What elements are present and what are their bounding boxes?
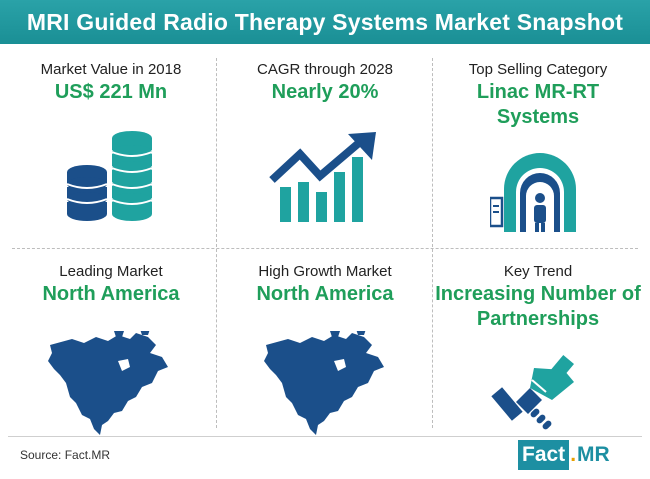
cell-value: North America — [42, 283, 180, 305]
cell-top-category: Top Selling Category Linac MR-RT Systems — [432, 60, 644, 130]
divider-horizontal — [12, 248, 638, 249]
divider-vertical-1 — [216, 58, 217, 428]
cell-key-trend: Key Trend Increasing Number of Partnersh… — [432, 262, 644, 332]
cell-value: North America — [256, 283, 394, 305]
cell-value-line-2: Partnerships — [476, 308, 600, 330]
cell-cagr: CAGR through 2028 Nearly 20% — [219, 60, 431, 105]
cell-value-line-1: Increasing Number of — [435, 283, 641, 305]
source-note: Source: Fact.MR — [20, 448, 111, 462]
cell-leading-market: Leading Market North America — [5, 262, 217, 307]
title-banner — [0, 0, 650, 44]
mri-scanner-icon — [490, 153, 576, 232]
logo-text-fact: Fact — [518, 440, 570, 470]
cell-value: US$ 221 Mn — [54, 81, 168, 103]
cell-label: CAGR through 2028 — [257, 61, 393, 78]
factmr-logo: Fact . MR — [518, 440, 610, 470]
cell-label: Leading Market — [59, 263, 163, 280]
divider-vertical-2 — [432, 58, 433, 428]
north-america-map-icon — [48, 331, 168, 435]
cell-value-line-1: Linac MR-RT — [476, 81, 600, 103]
footer-rule — [8, 436, 642, 437]
north-america-map-icon — [264, 331, 384, 435]
growth-chart-icon — [269, 132, 376, 222]
handshake-icon — [491, 355, 575, 430]
cell-label: Market Value in 2018 — [40, 61, 182, 78]
cell-high-growth-market: High Growth Market North America — [219, 262, 431, 307]
snapshot-grid: Market Value in 2018 US$ 221 Mn — [0, 48, 650, 435]
cell-value: Nearly 20% — [271, 81, 379, 103]
cell-label: Key Trend — [503, 263, 573, 280]
cell-label: High Growth Market — [258, 263, 392, 280]
cell-label: Top Selling Category — [468, 61, 608, 78]
logo-dot: . — [569, 440, 578, 470]
cell-market-value: Market Value in 2018 US$ 221 Mn — [5, 60, 217, 105]
coin-stacks-icon — [66, 131, 153, 221]
logo-text-mr: MR — [577, 440, 610, 470]
cell-value-line-2: Systems — [496, 106, 580, 128]
page-title: MRI Guided Radio Therapy Systems Market … — [26, 9, 624, 35]
